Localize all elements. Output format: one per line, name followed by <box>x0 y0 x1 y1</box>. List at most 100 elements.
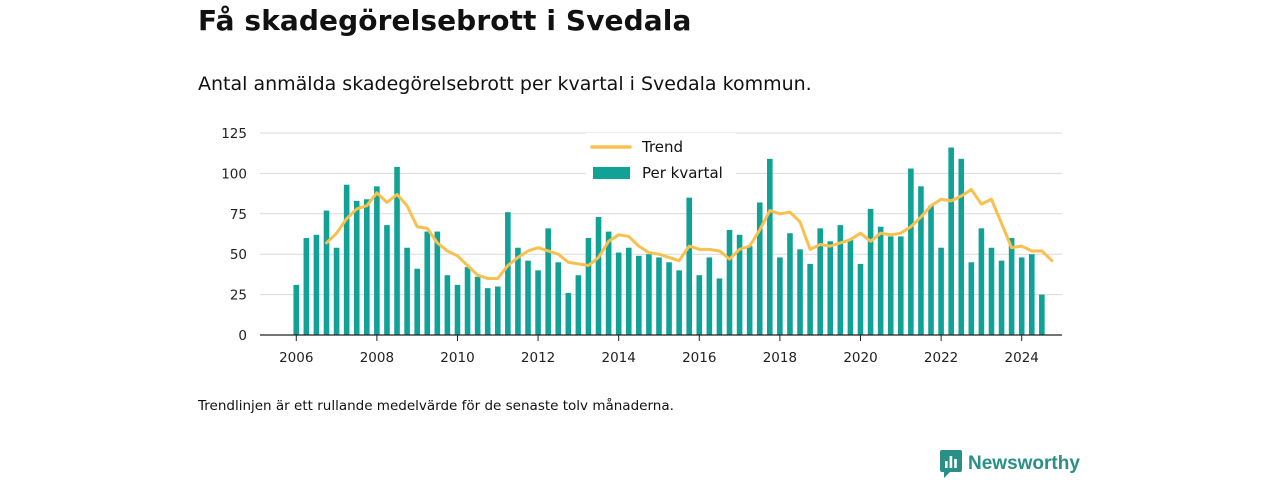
x-tick-label: 2022 <box>924 350 958 366</box>
bar <box>908 168 914 335</box>
bar <box>444 275 451 335</box>
bar <box>615 252 622 335</box>
y-tick-label: 100 <box>221 166 247 182</box>
bar <box>837 225 844 335</box>
legend-bar-swatch <box>593 167 630 179</box>
chart-subtitle: Antal anmälda skadegörelsebrott per kvar… <box>198 73 812 95</box>
y-tick-label: 0 <box>238 328 247 344</box>
newsworthy-logo-icon <box>940 450 962 478</box>
x-tick-label: 2012 <box>521 350 555 366</box>
bar <box>535 270 541 335</box>
bar <box>827 241 834 335</box>
bar <box>867 208 874 335</box>
bar <box>797 249 803 335</box>
bar <box>505 212 511 335</box>
legend-bar-label: Per kvartal <box>642 164 723 182</box>
bar <box>666 262 672 335</box>
chart: 0 25 50 75 100 125 2006 2008 2010 2012 2014 2016 201… <box>221 126 1062 366</box>
footnote: Trendlinjen är ett rullande medelvärde f… <box>198 398 674 414</box>
bar <box>696 275 703 335</box>
bar <box>676 270 682 335</box>
bar <box>787 233 793 335</box>
bar <box>1018 257 1025 335</box>
bar <box>323 210 330 335</box>
bar <box>726 229 733 335</box>
bar <box>353 200 360 335</box>
y-tick-label: 25 <box>230 288 247 304</box>
x-tick-label: 2006 <box>279 350 313 366</box>
bar <box>958 158 965 335</box>
bar <box>414 268 420 335</box>
bar <box>807 263 813 335</box>
y-tick-label: 125 <box>221 126 247 142</box>
bar <box>1028 254 1035 335</box>
brand-name: Newsworthy <box>968 453 1080 474</box>
bar <box>767 158 773 335</box>
bar <box>736 234 743 335</box>
bar <box>555 262 562 335</box>
x-tick-label: 2016 <box>682 350 716 366</box>
bar <box>494 286 501 335</box>
bar <box>605 231 612 335</box>
bar <box>394 166 400 335</box>
axes: 0 25 50 75 100 125 2006 2008 2010 2012 2014 2016 201… <box>221 126 1062 366</box>
trend-series <box>325 188 1054 280</box>
bar <box>978 228 985 335</box>
bar <box>817 228 823 335</box>
bar <box>404 247 410 335</box>
bar <box>948 147 954 335</box>
bar <box>575 275 582 335</box>
bar <box>847 239 854 335</box>
bar <box>706 257 713 335</box>
bar <box>716 278 723 335</box>
x-tick-label: 2020 <box>843 350 877 366</box>
bar <box>897 236 904 335</box>
bar <box>293 284 300 335</box>
bar <box>777 257 783 335</box>
bar <box>595 217 602 335</box>
bar <box>928 205 934 335</box>
bar <box>877 226 884 335</box>
bar-series <box>293 147 1045 335</box>
y-tick-label: 50 <box>230 247 247 263</box>
bar <box>887 236 894 335</box>
bar <box>625 247 632 335</box>
bar <box>384 225 390 335</box>
bar <box>313 234 320 335</box>
x-tick-label: 2010 <box>440 350 474 366</box>
bar <box>988 247 995 335</box>
bar <box>585 238 592 335</box>
x-tick-label: 2008 <box>360 350 394 366</box>
brand[interactable]: Newsworthy <box>940 450 1080 478</box>
bar <box>968 262 975 335</box>
x-tick-label: 2014 <box>602 350 636 366</box>
bar <box>756 202 763 335</box>
bar <box>464 267 471 335</box>
trend-line <box>325 188 1054 280</box>
bar <box>364 199 370 335</box>
bar <box>1039 294 1045 335</box>
bar <box>333 247 340 335</box>
bar <box>434 231 441 335</box>
bar <box>545 228 551 335</box>
bar <box>565 292 572 335</box>
legend: Trend Per kvartal <box>586 133 736 189</box>
bar <box>303 238 310 335</box>
legend-background <box>586 133 736 189</box>
bar <box>746 246 753 335</box>
bar <box>424 231 431 335</box>
legend-trend-label: Trend <box>641 138 683 156</box>
bar <box>525 260 531 335</box>
bar <box>656 257 662 335</box>
bar <box>636 255 642 335</box>
bar <box>474 276 481 335</box>
bar <box>454 284 461 335</box>
bar <box>374 186 380 335</box>
x-tick-label: 2018 <box>763 350 797 366</box>
bar <box>918 186 924 335</box>
bar <box>515 247 521 335</box>
chart-title: Få skadegörelsebrott i Svedala <box>198 4 692 37</box>
y-tick-label: 75 <box>230 207 247 223</box>
bar <box>484 288 491 335</box>
bar <box>938 247 944 335</box>
